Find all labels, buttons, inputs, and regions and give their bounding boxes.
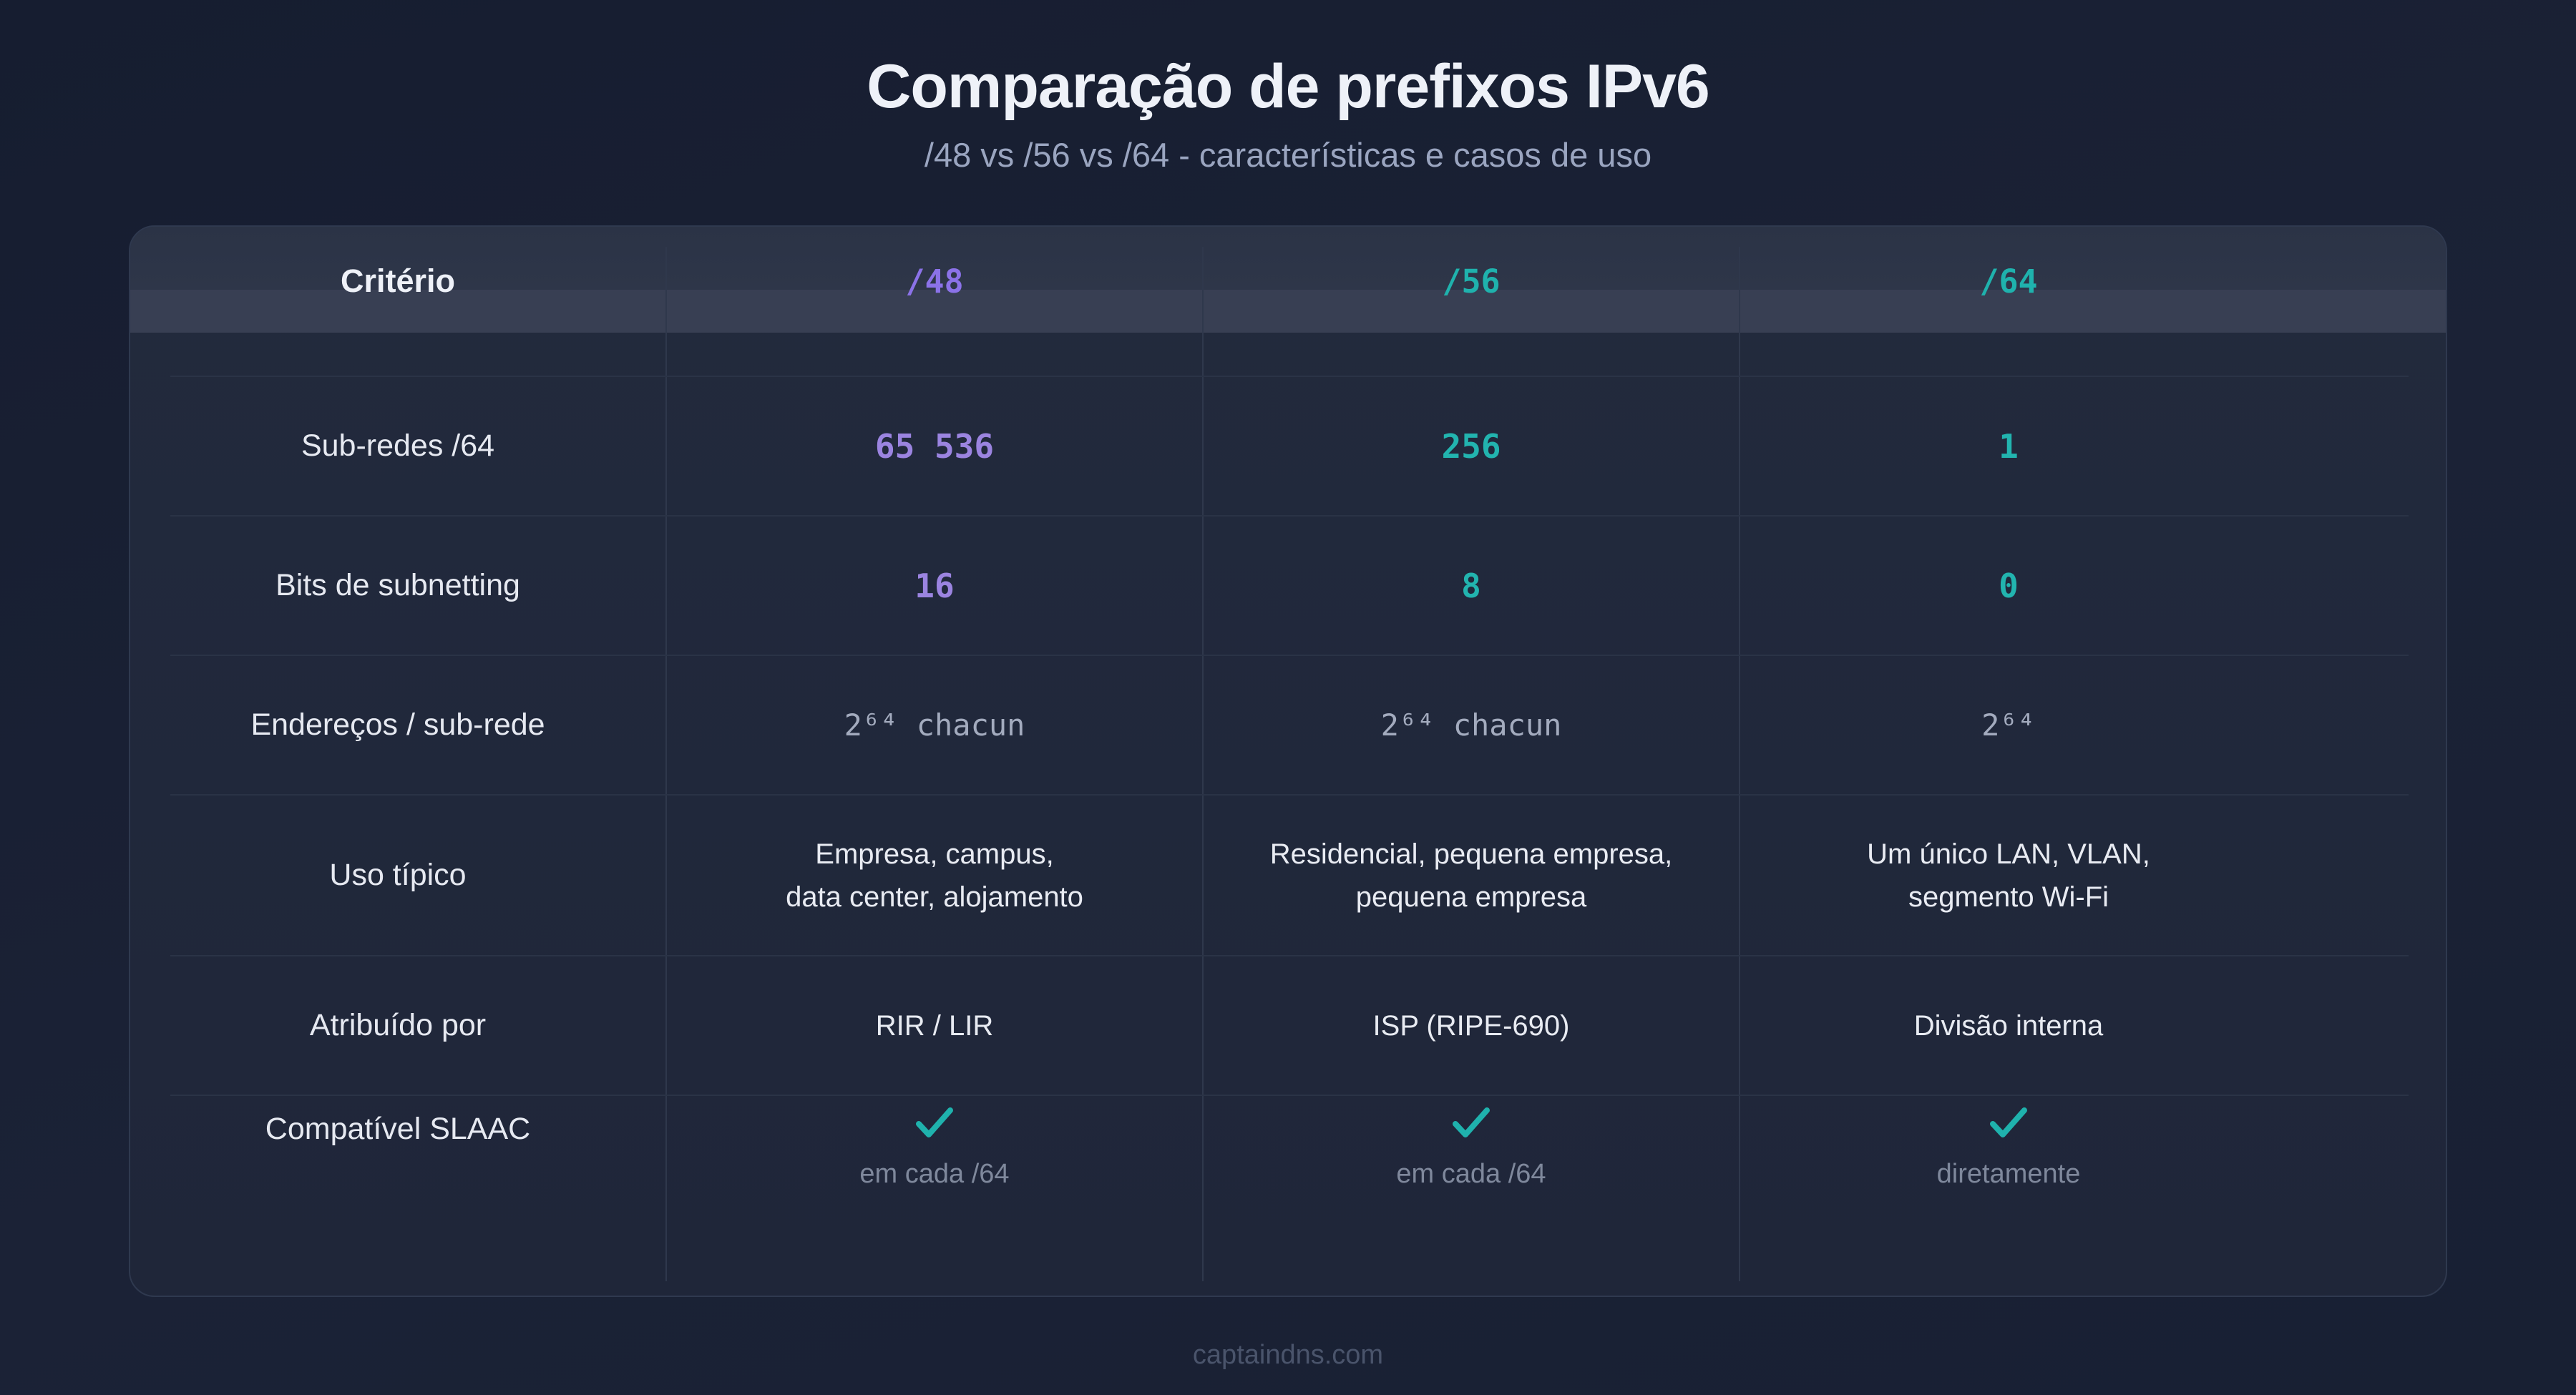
cell-line: Um único LAN, VLAN, <box>1867 838 2150 870</box>
cell-line: segmento Wi-Fi <box>1908 881 2109 913</box>
table-cell: 2⁶⁴ chacun <box>1204 656 1739 794</box>
table-row-label: Atribuído por <box>130 956 665 1095</box>
header-label: /56 <box>1442 262 1501 300</box>
table-cell: RIR / LIR <box>667 956 1202 1095</box>
cell-value: 65 536 <box>874 426 995 466</box>
header-label: /64 <box>1979 262 2038 300</box>
cell-value: 2⁶⁴ <box>1981 708 2036 743</box>
cell-value: ISP (RIPE-690) <box>1372 1009 1570 1042</box>
footer-watermark: captaindns.com <box>1192 1340 1384 1370</box>
column-divider <box>665 247 667 1281</box>
checkmark-icon <box>1990 1107 2027 1137</box>
header-cell-48: /48 <box>667 255 1202 307</box>
table-row-label: Sub-redes /64 <box>130 377 665 515</box>
table-cell: 2⁶⁴ chacun <box>667 656 1202 794</box>
cell-line: pequena empresa <box>1355 881 1587 913</box>
cell-line: Empresa, campus, <box>815 838 1054 870</box>
cell-value: 16 <box>914 566 955 605</box>
table-cell: 65 536 <box>667 377 1202 515</box>
row-divider <box>170 376 2409 377</box>
table-row-label: Bits de subnetting <box>130 517 665 655</box>
cell-value: 0 <box>1999 566 2019 605</box>
cell-value: 256 <box>1441 426 1501 466</box>
cell-value: 2⁶⁴ chacun <box>844 708 1025 743</box>
cell-value: 8 <box>1461 566 1481 605</box>
cell-note: diretamente <box>1936 1159 2081 1189</box>
row-divider <box>170 655 2409 656</box>
table-header-band <box>130 227 2446 333</box>
column-divider <box>1202 247 1204 1281</box>
cell-value: 1 <box>1999 426 2019 466</box>
table-cell: 2⁶⁴ <box>1740 656 2277 794</box>
cell-line: data center, alojamento <box>786 881 1083 913</box>
checkmark-icon <box>1453 1107 1490 1137</box>
cell-value: RIR / LIR <box>875 1009 994 1042</box>
cell-value: Divisão interna <box>1913 1009 2104 1042</box>
table-row-label: Compatível SLAAC <box>130 1096 665 1246</box>
row-divider <box>170 955 2409 956</box>
table-cell: em cada /64 <box>667 1096 1202 1275</box>
comparison-table: Critério /48 /56 /64 Sub-redes /64 65 53… <box>129 225 2447 1297</box>
page-subtitle: /48 vs /56 vs /64 - características e ca… <box>924 136 1652 174</box>
cell-note: em cada /64 <box>1396 1159 1546 1189</box>
cell-value: 2⁶⁴ chacun <box>1380 708 1562 743</box>
table-cell: ISP (RIPE-690) <box>1204 956 1739 1095</box>
row-label: Endereços / sub-rede <box>250 708 545 742</box>
table-cell: 1 <box>1740 377 2277 515</box>
table-row-label: Endereços / sub-rede <box>130 656 665 794</box>
table-cell: diretamente <box>1740 1096 2277 1275</box>
row-label: Bits de subnetting <box>275 568 520 602</box>
row-label: Compatível SLAAC <box>265 1112 531 1146</box>
header-cell-criterion: Critério <box>130 255 665 307</box>
cell-note: em cada /64 <box>859 1159 1010 1189</box>
table-cell: 256 <box>1204 377 1739 515</box>
row-label: Uso típico <box>329 858 467 892</box>
row-label: Sub-redes /64 <box>301 429 495 463</box>
table-cell: 16 <box>667 517 1202 655</box>
row-divider <box>170 1095 2409 1096</box>
row-divider <box>170 794 2409 796</box>
table-cell: Um único LAN, VLAN, segmento Wi-Fi <box>1740 796 2277 955</box>
table-cell: em cada /64 <box>1204 1096 1739 1275</box>
cell-line: Residencial, pequena empresa, <box>1269 838 1673 870</box>
table-cell: 0 <box>1740 517 2277 655</box>
row-divider <box>170 515 2409 517</box>
table-row-label: Uso típico <box>130 796 665 955</box>
header-label: /48 <box>905 262 964 300</box>
page-title: Comparação de prefixos IPv6 <box>867 52 1709 121</box>
header-cell-56: /56 <box>1204 255 1739 307</box>
table-cell: Divisão interna <box>1740 956 2277 1095</box>
column-divider <box>1739 247 1740 1281</box>
table-cell: 8 <box>1204 517 1739 655</box>
checkmark-icon <box>916 1107 953 1137</box>
table-cell: Residencial, pequena empresa, pequena em… <box>1204 796 1739 955</box>
row-label: Atribuído por <box>309 1008 487 1042</box>
table-cell: Empresa, campus, data center, alojamento <box>667 796 1202 955</box>
header-cell-64: /64 <box>1740 255 2277 307</box>
header-label: Critério <box>340 263 456 299</box>
